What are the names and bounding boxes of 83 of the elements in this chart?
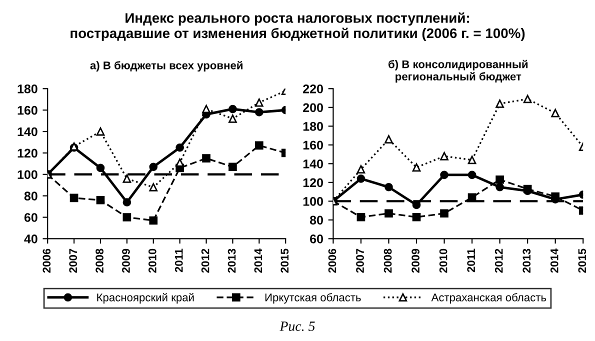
y-tick-label: 60	[24, 213, 38, 222]
y-tick-label: 160	[18, 106, 38, 115]
point	[228, 114, 237, 123]
y-tick-label: 180	[18, 84, 38, 94]
x-tick-label: 2006	[328, 248, 336, 273]
legend-label: Иркутская область	[265, 293, 361, 304]
y-tick-label: 100	[303, 196, 323, 206]
y-tick-label: 140	[18, 127, 38, 136]
point	[496, 99, 504, 108]
point	[254, 108, 264, 116]
point	[523, 94, 532, 104]
chart-title: Индекс реального роста налоговых поступлений: пострадавшие от изменения бюджетной политики (2006 г. = 100%)	[70, 12, 525, 41]
y-tick-label: 80	[24, 192, 38, 200]
point	[496, 175, 504, 184]
x-tick-label: 2006	[42, 248, 51, 273]
y-tick-label: 100	[18, 170, 38, 180]
text: Рис. 5	[280, 322, 315, 331]
point	[228, 162, 237, 172]
x-tick-label: 2015	[280, 248, 289, 273]
x-tick-label: 2007	[356, 248, 364, 273]
y-tick-label: 160	[303, 140, 323, 150]
point	[254, 98, 264, 107]
x-tick-label: 2013	[522, 248, 531, 273]
point	[202, 154, 210, 162]
point	[176, 158, 184, 167]
x-tick-label: 2011	[467, 248, 476, 272]
x-tick-label: 2012	[201, 248, 210, 273]
x-tick-label: 2010	[148, 248, 156, 273]
x-tick-label: 2009	[412, 248, 420, 273]
point	[551, 108, 560, 118]
point	[384, 182, 393, 192]
y-tick-label: 120	[303, 178, 323, 188]
point	[468, 170, 476, 180]
point	[254, 141, 264, 150]
y-tick-label: 120	[18, 148, 38, 158]
point	[356, 174, 366, 183]
x-tick-label: 2008	[384, 248, 392, 273]
y-tick-label: 200	[303, 103, 323, 112]
point	[70, 194, 78, 202]
point	[412, 163, 421, 172]
point	[496, 182, 504, 192]
point	[96, 127, 105, 136]
point	[468, 156, 476, 164]
chart-title: б) В консолидированный региональный бюджет	[388, 60, 528, 83]
x-tick-label: 2009	[122, 248, 130, 273]
point	[122, 174, 132, 183]
y-tick-label: 60	[310, 234, 323, 244]
x-tick-label: 2012	[494, 248, 503, 273]
x-tick-label: 2014	[550, 248, 558, 273]
chart-subtitle: а) В бюджеты всех уровней	[90, 60, 242, 72]
y-tick-label: 40	[24, 234, 38, 244]
point	[356, 212, 366, 222]
x-tick-label: 2013	[228, 248, 236, 273]
point	[440, 170, 448, 180]
point	[551, 192, 560, 201]
legend-label: Красноярский край	[97, 293, 194, 304]
point	[149, 162, 158, 172]
point	[149, 216, 158, 225]
point	[122, 213, 132, 222]
point	[202, 104, 210, 114]
x-tick-label: 2008	[96, 248, 104, 273]
point	[149, 183, 158, 192]
point	[96, 164, 105, 172]
point	[122, 198, 132, 206]
point	[384, 209, 393, 218]
point	[440, 152, 448, 160]
y-tick-label: 140	[303, 159, 323, 168]
y-tick-label: 220	[303, 84, 323, 94]
point	[412, 212, 421, 222]
point	[384, 135, 393, 144]
x-tick-label: 2007	[69, 248, 78, 273]
point	[176, 143, 184, 152]
x-tick-label: 2014	[254, 248, 262, 273]
point	[440, 209, 448, 218]
x-tick-label: 2011	[174, 248, 183, 272]
point	[96, 196, 105, 204]
point	[356, 165, 366, 174]
y-tick-label: 80	[310, 216, 323, 225]
legend-label: Астраханская область	[431, 293, 546, 304]
x-tick-label: 2010	[439, 248, 448, 273]
y-tick-label: 180	[303, 122, 323, 131]
x-tick-label: 2015	[578, 248, 586, 273]
point	[228, 104, 237, 114]
